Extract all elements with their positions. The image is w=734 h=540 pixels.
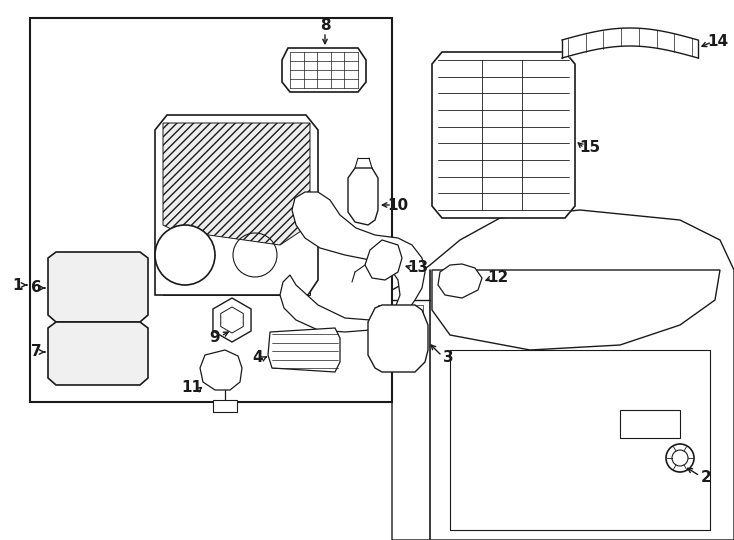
Polygon shape [438,264,482,298]
Bar [438,60,482,115]
Text: 13: 13 [407,260,429,275]
Polygon shape [348,168,378,225]
Text: 12: 12 [487,271,509,286]
Bar [488,152,518,182]
Bar [488,60,518,105]
Polygon shape [48,252,148,322]
Bar [30,18,392,402]
Text: 15: 15 [579,140,600,156]
Polygon shape [163,123,310,245]
Polygon shape [280,192,425,332]
Bar [488,112,518,147]
Text: 4: 4 [252,350,264,366]
Polygon shape [268,328,340,372]
Bar [438,122,482,167]
Text: 11: 11 [181,381,203,395]
Bar [488,187,518,212]
Circle shape [155,225,215,285]
Polygon shape [213,298,251,342]
Text: 6: 6 [31,280,41,295]
Polygon shape [200,350,242,390]
Bar [438,172,482,212]
Text: 3: 3 [443,350,454,366]
Text: 9: 9 [210,330,220,346]
Polygon shape [368,305,428,372]
Text: 14: 14 [708,35,729,50]
Polygon shape [282,48,366,92]
Text: 8: 8 [320,17,330,32]
Bar [620,410,680,438]
Text: 1: 1 [12,278,23,293]
Polygon shape [432,52,575,218]
Polygon shape [365,240,402,280]
Polygon shape [48,322,148,385]
Text: 10: 10 [388,198,409,213]
Polygon shape [213,400,237,412]
Text: 2: 2 [701,470,711,485]
Text: 7: 7 [31,345,41,360]
Polygon shape [155,115,318,295]
Text: 5: 5 [164,267,175,282]
Bar [163,235,310,295]
Bar [340,60,358,82]
Bar [378,305,423,325]
